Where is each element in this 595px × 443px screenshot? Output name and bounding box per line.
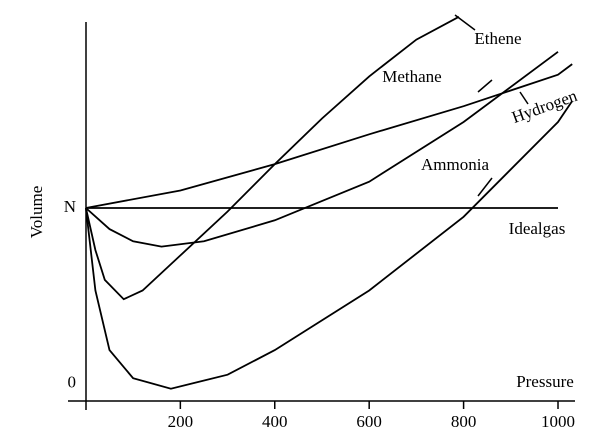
label-leader — [519, 91, 529, 105]
y-tick-label: 0 — [68, 372, 77, 391]
series-line — [85, 51, 559, 248]
y-tick-label: N — [64, 197, 76, 216]
x-tick-label: 1000 — [541, 412, 575, 431]
series-label: Ammonia — [421, 155, 489, 174]
label-leader — [477, 79, 493, 93]
series-label: Idealgas — [509, 219, 566, 238]
label-leader — [454, 14, 476, 31]
series-label: Ethene — [474, 29, 521, 48]
x-tick-label: 200 — [168, 412, 194, 431]
label-leader — [477, 177, 493, 197]
series-label: Methane — [382, 67, 441, 86]
series-line — [85, 63, 573, 209]
x-axis-label: Pressure — [516, 372, 574, 391]
series-line — [85, 16, 460, 301]
x-tick-label: 400 — [262, 412, 288, 431]
series-line — [85, 100, 573, 390]
x-tick-label: 600 — [356, 412, 382, 431]
x-tick-label: 800 — [451, 412, 477, 431]
y-axis-label: Volume — [27, 186, 46, 239]
